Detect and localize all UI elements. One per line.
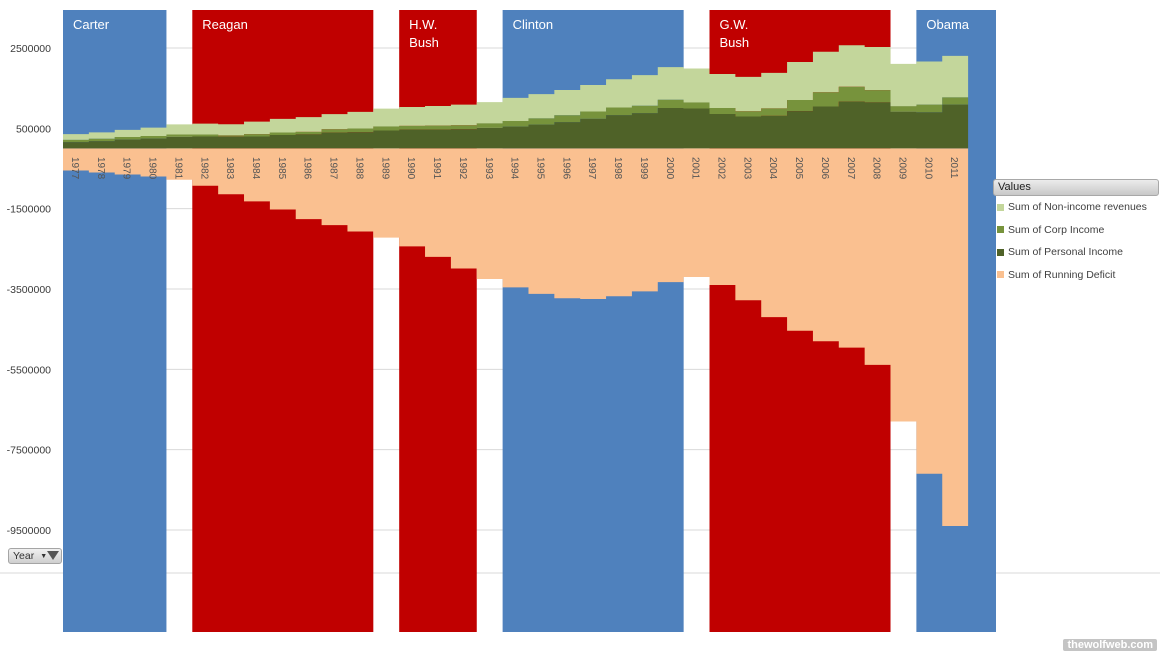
y-tick-label: -1500000 — [7, 204, 52, 216]
series-area-non-income-revenues — [63, 45, 969, 140]
x-tick-label: 1986 — [302, 157, 313, 180]
x-tick-label: 1987 — [328, 157, 339, 180]
president-band-hwbush — [399, 10, 477, 632]
legend-swatch — [997, 248, 1004, 256]
legend-item[interactable]: Sum of Non-income revenues — [993, 196, 1159, 219]
x-tick-label: 1988 — [353, 157, 364, 180]
president-label: Carter — [73, 17, 110, 32]
legend-item[interactable]: Sum of Corp Income — [993, 219, 1159, 242]
series-areas — [63, 45, 969, 526]
y-tick-label: -7500000 — [7, 445, 52, 457]
x-tick-label: 1978 — [95, 157, 106, 180]
y-tick-label: 500000 — [16, 123, 51, 135]
series-area-running-deficit — [63, 148, 969, 526]
x-tick-label: 1990 — [405, 157, 416, 180]
x-tick-label: 1995 — [534, 157, 545, 180]
y-tick-label: 2500000 — [10, 43, 51, 55]
year-filter-label: Year — [13, 550, 35, 562]
x-tick-label: 1982 — [198, 157, 209, 180]
x-tick-label: 2002 — [716, 157, 727, 180]
watermark: thewolfweb.com — [1063, 639, 1157, 651]
x-tick-label: 2003 — [741, 157, 752, 180]
x-tick-label: 1977 — [69, 157, 80, 180]
x-tick-label: 1993 — [483, 157, 494, 180]
legend-label: Sum of Non-income revenues — [1008, 201, 1147, 214]
president-labels: Carter Reagan H.W. Bush Clinton G.W. Bush Obama — [73, 17, 970, 50]
x-tick-label: 2000 — [664, 157, 675, 180]
y-axis-ticks: 2500000 500000 -1500000 -3500000 -5500000 -75… — [7, 43, 52, 537]
x-tick-label: 1994 — [509, 157, 520, 180]
legend-title[interactable]: Values — [993, 179, 1159, 196]
legend-item[interactable]: Sum of Personal Income — [993, 241, 1159, 264]
y-tick-label: -3500000 — [7, 284, 52, 296]
x-tick-label: 2010 — [922, 157, 933, 180]
x-tick-label: 2009 — [897, 157, 908, 180]
legend-swatch — [997, 271, 1004, 279]
dropdown-arrow-icon: ▼ — [40, 552, 48, 560]
y-tick-label: -9500000 — [7, 525, 52, 537]
x-tick-label: 2011 — [948, 157, 959, 179]
x-tick-label: 1981 — [172, 157, 183, 180]
series-area-corp-income — [63, 86, 969, 143]
x-tick-label: 1980 — [147, 157, 158, 180]
y-tick-label: -5500000 — [7, 364, 52, 376]
president-label: Reagan — [202, 17, 248, 32]
x-tick-label: 1984 — [250, 157, 261, 180]
x-tick-label: 1996 — [560, 157, 571, 180]
year-filter-button[interactable]: Year ▼ — [8, 548, 62, 564]
series-area-personal-income — [63, 101, 969, 149]
x-tick-label: 2006 — [819, 157, 830, 180]
x-tick-label: 1983 — [224, 157, 235, 180]
x-tick-label: 1999 — [638, 157, 649, 180]
x-tick-label: 1998 — [612, 157, 623, 180]
x-tick-label: 2005 — [793, 157, 804, 180]
president-label: Obama — [926, 17, 969, 32]
legend-items: Sum of Non-income revenues Sum of Corp In… — [993, 196, 1159, 286]
president-label: G.W. Bush — [720, 17, 750, 50]
x-tick-label: 1992 — [457, 157, 468, 180]
x-tick-label: 2004 — [767, 157, 778, 180]
x-tick-label: 2008 — [871, 157, 882, 180]
x-tick-label: 2007 — [845, 157, 856, 180]
x-tick-label: 1985 — [276, 157, 287, 180]
legend-label: Sum of Personal Income — [1008, 246, 1123, 259]
x-tick-label: 1991 — [431, 157, 442, 180]
x-tick-label: 1989 — [379, 157, 390, 180]
x-axis-year-labels: 1977 1978 1979 1980 1981 1982 1983 1984 1985 1986… — [69, 157, 959, 180]
legend-label: Sum of Corp Income — [1008, 223, 1105, 236]
president-band-carter — [63, 10, 167, 632]
president-label: Clinton — [513, 17, 553, 32]
x-tick-label: 1979 — [121, 157, 132, 180]
filter-funnel-icon — [47, 551, 59, 560]
legend-swatch — [997, 203, 1004, 211]
president-label: H.W. Bush — [409, 17, 439, 50]
legend: Values Sum of Non-income revenues Sum of … — [993, 179, 1159, 286]
legend-swatch — [997, 226, 1004, 234]
x-tick-label: 2001 — [690, 157, 701, 180]
legend-label: Sum of Running Deficit — [1008, 268, 1116, 281]
x-tick-label: 1997 — [586, 157, 597, 180]
president-band-reagan — [192, 10, 374, 632]
legend-item[interactable]: Sum of Running Deficit — [993, 264, 1159, 287]
